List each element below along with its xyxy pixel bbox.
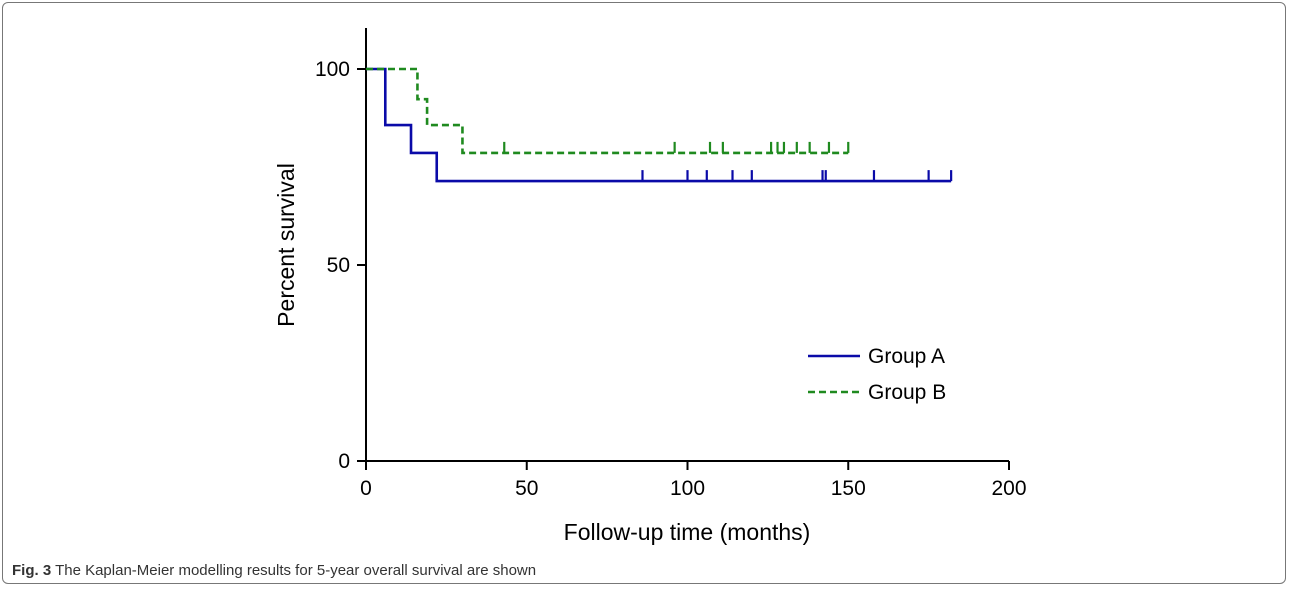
- y-axis-title: Percent survival: [273, 163, 299, 327]
- legend-label: Group B: [868, 381, 946, 404]
- ticks: 0 50 100 150 200 0 50 100: [315, 58, 1027, 500]
- x-tick-label: 0: [360, 477, 372, 500]
- figure-caption: Fig. 3 The Kaplan-Meier modelling result…: [12, 562, 536, 579]
- x-axis-title: Follow-up time (months): [564, 519, 811, 545]
- y-tick-label: 50: [327, 254, 350, 277]
- x-tick-label: 50: [515, 477, 538, 500]
- y-tick-label: 100: [315, 58, 350, 81]
- km-chart: 0 50 100 150 200 0 50 100 Follow-up time (month…: [273, 28, 1027, 545]
- x-tick-label: 150: [831, 477, 866, 500]
- series-line: [366, 67, 849, 155]
- series-layer: [366, 67, 953, 183]
- x-tick-label: 200: [991, 477, 1026, 500]
- x-tick-label: 100: [670, 477, 705, 500]
- series-line: [366, 67, 952, 183]
- caption-text: The Kaplan-Meier modelling results for 5…: [51, 562, 537, 579]
- legend: Group A Group B: [808, 345, 946, 404]
- y-tick-label: 0: [338, 450, 350, 473]
- legend-label: Group A: [868, 345, 945, 368]
- figure-number: Fig. 3: [12, 562, 52, 579]
